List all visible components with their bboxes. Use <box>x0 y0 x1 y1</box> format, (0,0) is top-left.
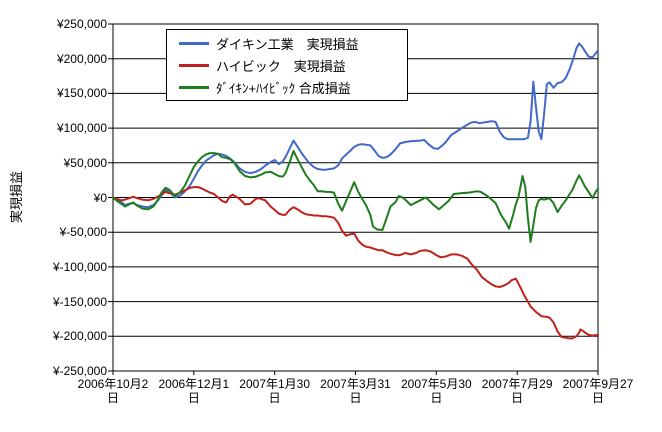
y-tick-label: ¥-150,000 <box>52 294 107 309</box>
y-tick-label: ¥50,000 <box>63 155 107 170</box>
y-tick-label: ¥-50,000 <box>59 225 107 240</box>
y-tick-label: ¥-100,000 <box>52 259 107 274</box>
y-tick-label: ¥-250,000 <box>52 364 107 378</box>
x-tick-label: 2006年10月2 日 <box>77 377 149 405</box>
y-tick-label: ¥-200,000 <box>52 329 107 344</box>
legend-label: ﾀﾞｲｷﾝ+ﾊｲﾋﾞｯｸ 合成損益 <box>216 80 351 96</box>
x-tick-label: 2006年12月1 日 <box>158 377 230 405</box>
x-tick-label: 2007年3月31 日 <box>320 377 391 405</box>
series-line-0 <box>112 42 599 209</box>
y-tick-label: ¥200,000 <box>56 51 107 66</box>
legend-item-1: ハイビック 実現損益 <box>179 56 407 75</box>
legend-label: ハイビック 実現損益 <box>216 58 346 74</box>
y-tick-label: ¥0 <box>93 190 107 205</box>
x-tick-label: 2007年5月30 日 <box>400 377 472 405</box>
legend-line-swatch <box>179 63 209 67</box>
legend-item-0: ダイキン工業 実現損益 <box>179 34 407 53</box>
legend-item-2: ﾀﾞｲｷﾝ+ﾊｲﾋﾞｯｸ 合成損益 <box>179 78 407 97</box>
series-line-2 <box>112 150 599 243</box>
chart-legend: ダイキン工業 実現損益 ハイビック 実現損益 ﾀﾞｲｷﾝ+ﾊｲﾋﾞｯｸ 合成損益 <box>166 29 408 101</box>
legend-line-swatch <box>179 41 209 45</box>
legend-label: ダイキン工業 実現損益 <box>216 36 359 52</box>
x-tick-label: 2007年1月30 日 <box>239 377 311 405</box>
legend-line-swatch <box>179 85 209 89</box>
series-line-1 <box>112 186 599 340</box>
x-tick-label: 2007年7月29 日 <box>481 377 553 405</box>
x-tick-label: 2007年9月27 日 <box>562 377 634 405</box>
y-tick-label: ¥250,000 <box>56 17 107 31</box>
y-tick-label: ¥100,000 <box>56 121 107 136</box>
y-tick-label: ¥150,000 <box>56 86 107 101</box>
